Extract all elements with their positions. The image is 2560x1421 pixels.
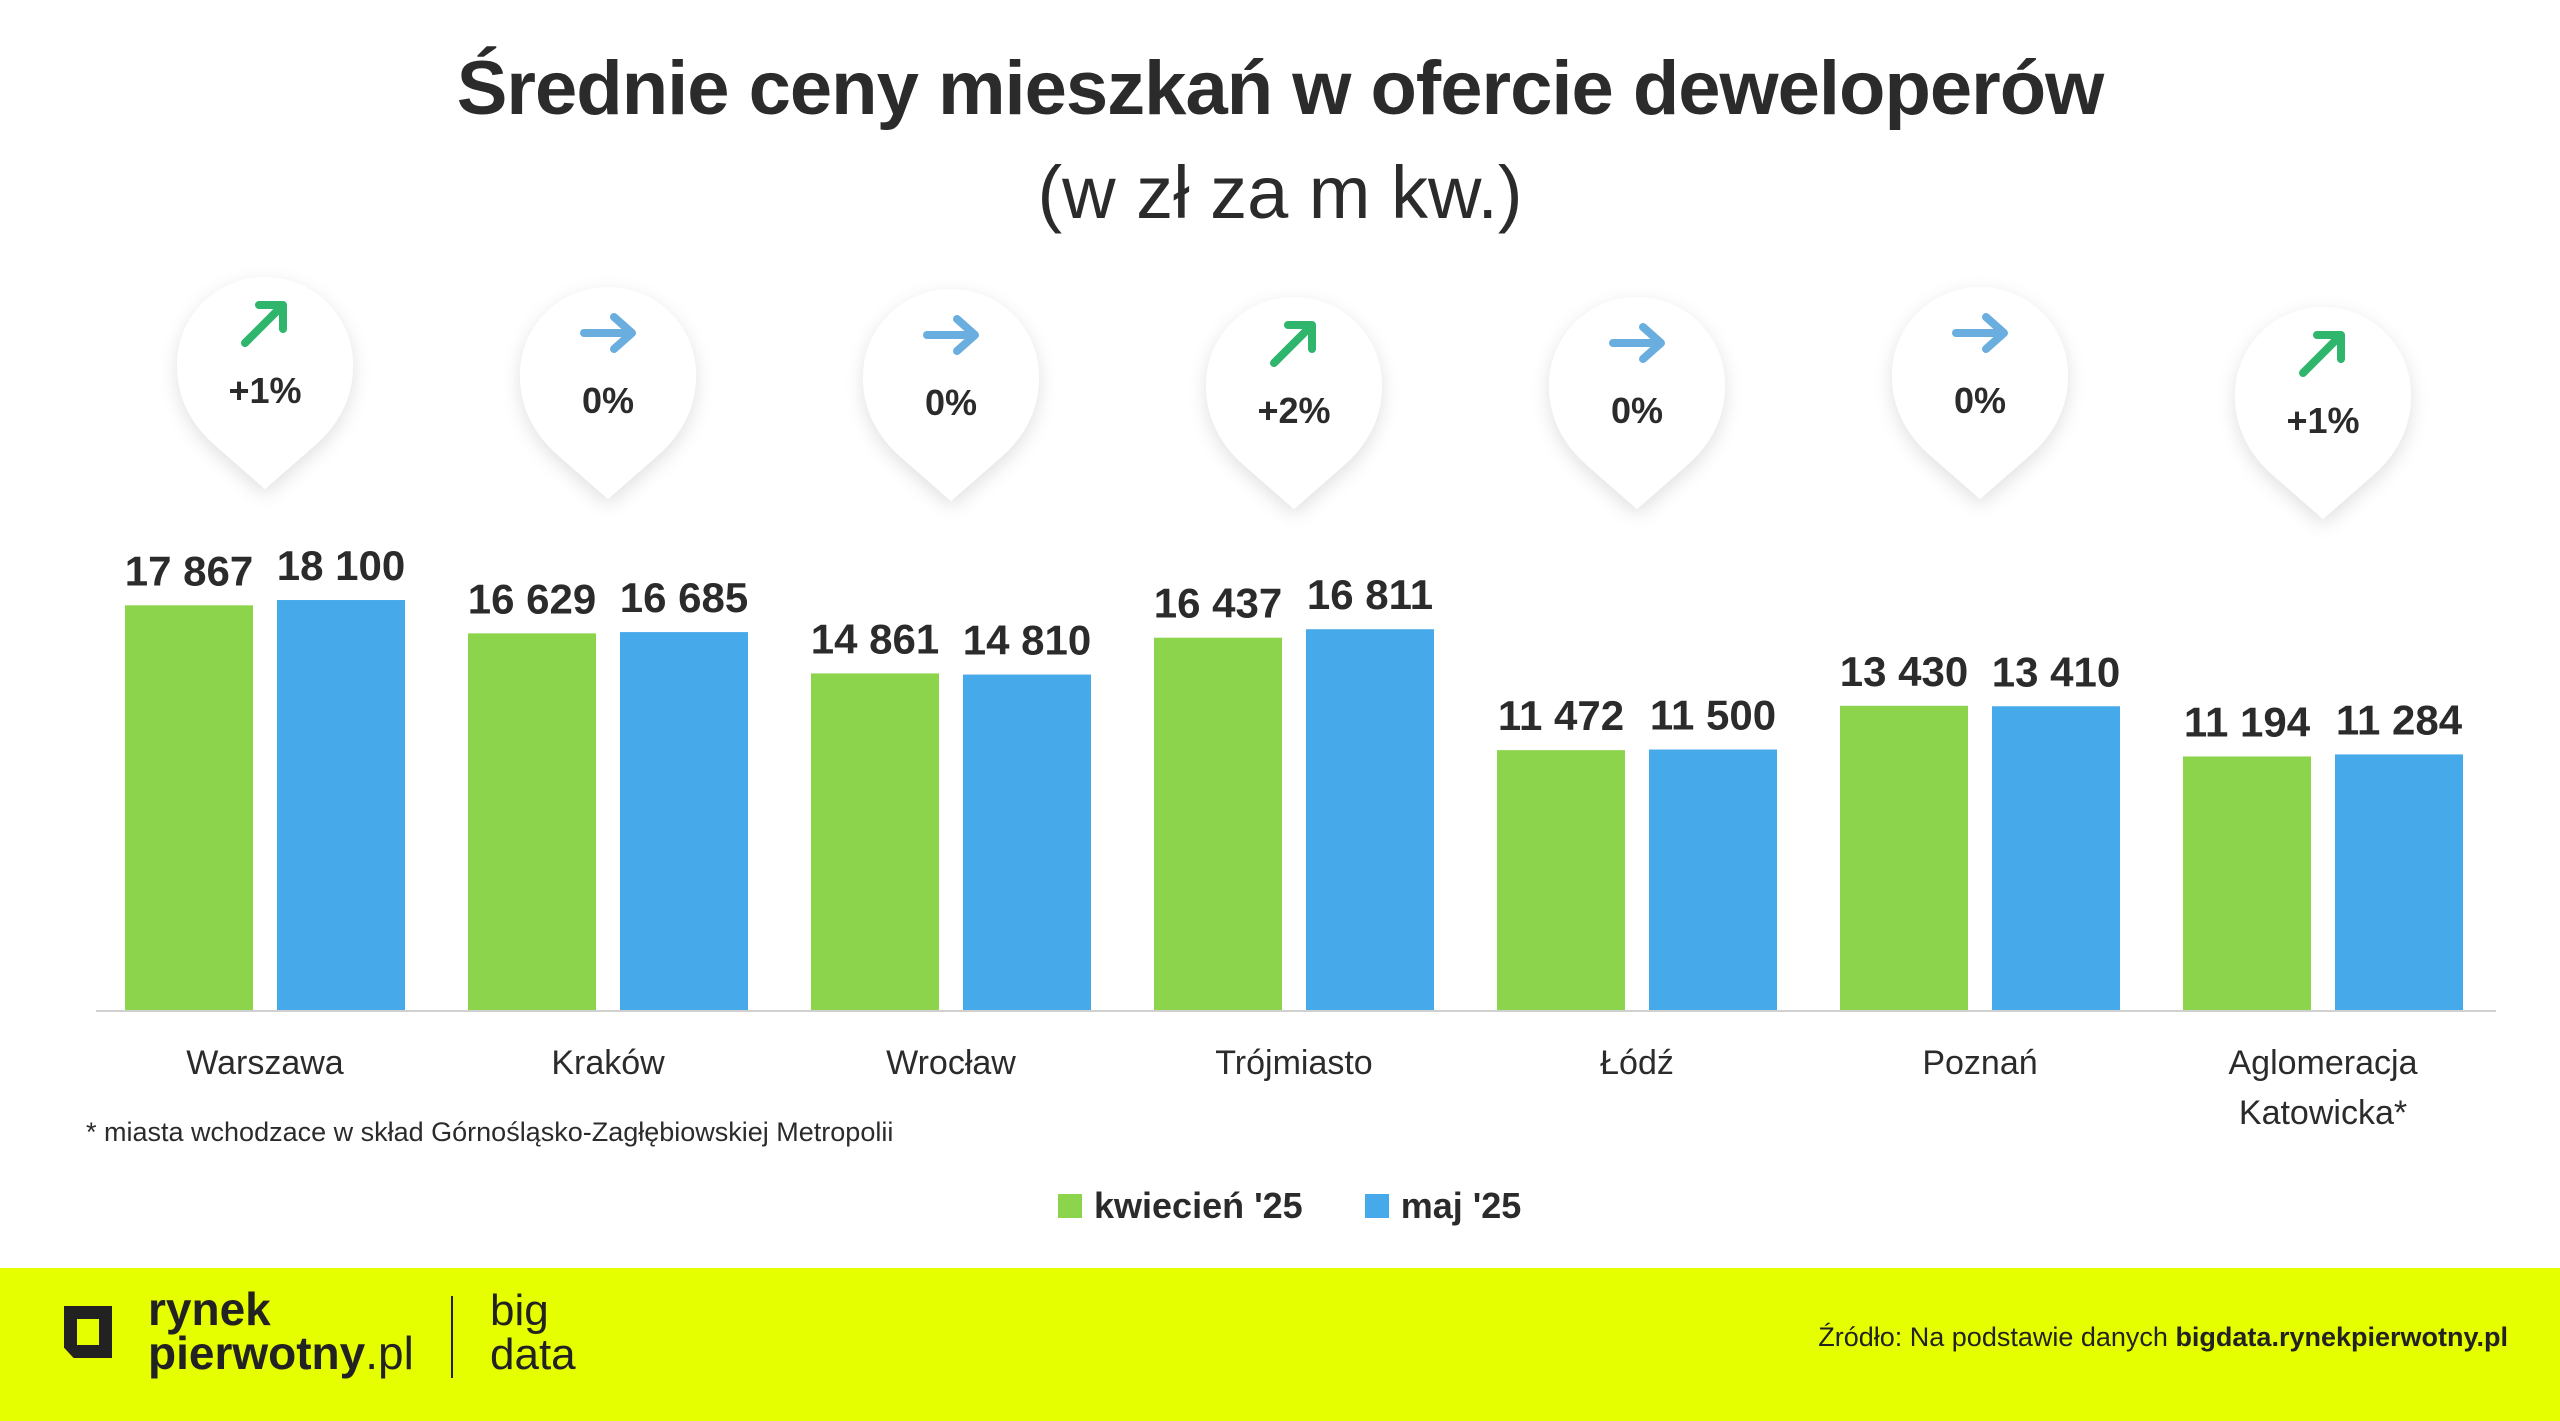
data-label-april-2: 14 861 — [811, 615, 939, 662]
logo-text-pierwotny: pierwotny.pl — [148, 1330, 414, 1376]
category-label-1: Kraków — [551, 1044, 665, 1082]
chart-title: Średnie ceny mieszkań w ofercie dewelope… — [456, 46, 2105, 131]
bar-may-6 — [2335, 754, 2463, 1010]
bar-april-0 — [125, 605, 253, 1010]
arrow-right-icon-4 — [1609, 323, 1665, 363]
data-label-april-3: 16 437 — [1154, 580, 1282, 627]
legend-item-may: maj '25 — [1364, 1185, 1522, 1227]
change-bubble-3 — [1206, 297, 1382, 509]
logo-mark-icon — [64, 1306, 112, 1358]
legend: kwiecień '25 maj '25 — [1058, 1185, 1583, 1227]
category-label-5: Poznań — [1922, 1044, 2037, 1082]
bar-april-3 — [1154, 637, 1282, 1010]
change-label-5: 0% — [1954, 380, 2006, 421]
arrow-up-right-icon-0 — [241, 301, 287, 347]
bar-may-3 — [1306, 629, 1434, 1010]
bar-may-1 — [620, 632, 748, 1010]
change-bubble-0 — [177, 277, 353, 489]
category-label-6: Aglomeracja — [2229, 1044, 2418, 1082]
logo-text-data: data — [490, 1330, 576, 1379]
arrow-right-icon-2 — [923, 315, 979, 355]
data-label-may-4: 11 500 — [1650, 692, 1776, 739]
category-label-2: Wrocław — [886, 1044, 1016, 1082]
arrow-up-right-icon-6 — [2299, 331, 2345, 377]
data-label-may-6: 11 284 — [2336, 696, 2463, 743]
logo-pierwotny-bold: pierwotny — [148, 1327, 366, 1379]
change-label-3: +2% — [1257, 390, 1330, 431]
source-note: Źródło: Na podstawie danych bigdata.ryne… — [1818, 1322, 2508, 1353]
bar-may-2 — [963, 674, 1091, 1010]
data-label-april-0: 17 867 — [125, 547, 253, 594]
data-label-may-2: 14 810 — [963, 617, 1091, 664]
change-bubble-1 — [520, 287, 696, 499]
arrow-right-icon-5 — [1952, 313, 2008, 353]
logo-text-rynek: rynek — [148, 1283, 271, 1335]
bar-may-4 — [1649, 749, 1777, 1010]
change-label-2: 0% — [925, 382, 977, 423]
change-bubble-2 — [863, 289, 1039, 501]
change-label-0: +1% — [228, 370, 301, 411]
data-label-may-1: 16 685 — [620, 574, 748, 621]
data-label-may-0: 18 100 — [277, 542, 405, 589]
legend-swatch-may — [1364, 1194, 1389, 1218]
data-label-may-5: 13 410 — [1992, 648, 2120, 695]
change-label-1: 0% — [582, 380, 634, 421]
footer-bar — [0, 1268, 2560, 1421]
change-bubble-4 — [1549, 297, 1725, 509]
legend-label-may: maj '25 — [1400, 1185, 1522, 1226]
logo-divider — [451, 1296, 453, 1378]
category-label-6-line2: Katowicka* — [2239, 1094, 2407, 1132]
legend-label-april: kwiecień '25 — [1094, 1185, 1303, 1226]
data-label-april-6: 11 194 — [2184, 698, 2311, 745]
change-label-4: 0% — [1611, 390, 1663, 431]
bar-april-1 — [468, 633, 596, 1010]
bar-may-0 — [277, 600, 405, 1010]
bar-april-5 — [1840, 705, 1968, 1010]
change-bubble-5 — [1892, 287, 2068, 499]
legend-item-april: kwiecień '25 — [1058, 1185, 1303, 1227]
category-label-4: Łódź — [1600, 1044, 1674, 1082]
data-label-april-4: 11 472 — [1498, 692, 1624, 739]
bar-april-4 — [1497, 750, 1625, 1010]
source-link[interactable]: bigdata.rynekpierwotny.pl — [2175, 1322, 2508, 1352]
data-label-april-1: 16 629 — [468, 575, 596, 622]
logo-pierwotny-pl: .pl — [365, 1327, 414, 1379]
data-label-may-3: 16 811 — [1307, 571, 1433, 618]
bar-april-2 — [811, 673, 939, 1010]
change-bubble-6 — [2235, 307, 2411, 519]
arrow-up-right-icon-3 — [1270, 321, 1316, 367]
bar-may-5 — [1992, 706, 2120, 1010]
arrow-right-icon-1 — [580, 313, 636, 353]
bar-april-6 — [2183, 756, 2311, 1010]
bar-chart: 17 867 18 100 Warszawa +1% 16 629 16 685 Krakó… — [96, 277, 2496, 1132]
source-prefix: Źródło: Na podstawie danych — [1818, 1322, 2176, 1352]
data-label-april-5: 13 430 — [1840, 648, 1968, 695]
logo-text-big: big — [490, 1286, 549, 1335]
category-label-0: Warszawa — [186, 1044, 344, 1082]
change-label-6: +1% — [2286, 400, 2359, 441]
legend-swatch-april — [1058, 1194, 1082, 1218]
category-label-3: Trójmiasto — [1215, 1044, 1372, 1082]
chart-subtitle: (w zł za m kw.) — [1037, 151, 1523, 234]
footnote: * miasta wchodzace w skład Górnośląsko-Z… — [86, 1117, 894, 1147]
